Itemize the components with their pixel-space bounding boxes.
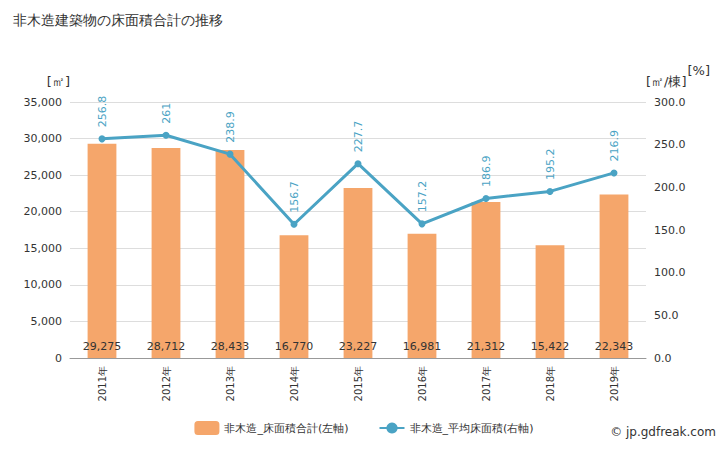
svg-text:非木造建築物の床面積合計の推移: 非木造建築物の床面積合計の推移 — [13, 12, 223, 28]
svg-text:35,000: 35,000 — [24, 96, 63, 109]
svg-text:186.9: 186.9 — [480, 156, 493, 188]
svg-text:25,000: 25,000 — [24, 169, 63, 182]
svg-text:238.9: 238.9 — [224, 111, 237, 143]
svg-text:20,000: 20,000 — [24, 205, 63, 218]
svg-text:150.0: 150.0 — [654, 224, 686, 237]
svg-text:30,000: 30,000 — [24, 132, 63, 145]
svg-text:5,000: 5,000 — [31, 315, 63, 328]
svg-text:16,770: 16,770 — [275, 340, 314, 353]
svg-text:100.0: 100.0 — [654, 266, 686, 279]
svg-text:261: 261 — [160, 103, 173, 124]
svg-text:216.9: 216.9 — [608, 130, 621, 162]
svg-text:156.7: 156.7 — [288, 181, 301, 213]
svg-text:2011年: 2011年 — [97, 366, 108, 401]
svg-text:2018年: 2018年 — [545, 366, 556, 401]
svg-text:2016年: 2016年 — [417, 366, 428, 401]
svg-text:50.0: 50.0 — [654, 309, 679, 322]
svg-text:21,312: 21,312 — [467, 340, 506, 353]
svg-text:22,343: 22,343 — [595, 340, 634, 353]
svg-text:[㎡/棟]: [㎡/棟] — [646, 74, 687, 89]
svg-text:200.0: 200.0 — [654, 181, 686, 194]
svg-text:2015年: 2015年 — [353, 366, 364, 401]
svg-text:195.2: 195.2 — [544, 148, 557, 180]
svg-text:2014年: 2014年 — [289, 366, 300, 401]
svg-text:250.0: 250.0 — [654, 138, 686, 151]
svg-text:227.7: 227.7 — [352, 121, 365, 153]
svg-text:0.0: 0.0 — [654, 352, 672, 365]
svg-text:2017年: 2017年 — [481, 366, 492, 401]
svg-text:非木造_平均床面積(右軸): 非木造_平均床面積(右軸) — [410, 422, 534, 435]
svg-text:300.0: 300.0 — [654, 96, 686, 109]
svg-text:0: 0 — [55, 352, 62, 365]
svg-text:2013年: 2013年 — [225, 366, 236, 401]
svg-text:10,000: 10,000 — [24, 278, 63, 291]
svg-text:[㎡]: [㎡] — [47, 74, 70, 89]
svg-text:2012年: 2012年 — [161, 366, 172, 401]
svg-text:29,275: 29,275 — [83, 340, 122, 353]
svg-text:28,712: 28,712 — [147, 340, 186, 353]
svg-text:15,422: 15,422 — [531, 340, 570, 353]
svg-text:[%]: [%] — [688, 63, 711, 78]
svg-text:16,981: 16,981 — [403, 340, 442, 353]
svg-text:23,227: 23,227 — [339, 340, 378, 353]
svg-text:© jp.gdfreak.com: © jp.gdfreak.com — [610, 425, 716, 439]
svg-text:15,000: 15,000 — [24, 242, 63, 255]
svg-text:2019年: 2019年 — [609, 366, 620, 401]
svg-text:28,433: 28,433 — [211, 340, 250, 353]
svg-text:256.8: 256.8 — [96, 96, 109, 128]
svg-text:157.2: 157.2 — [416, 181, 429, 213]
svg-text:非木造_床面積合計(左軸): 非木造_床面積合計(左軸) — [224, 422, 348, 435]
